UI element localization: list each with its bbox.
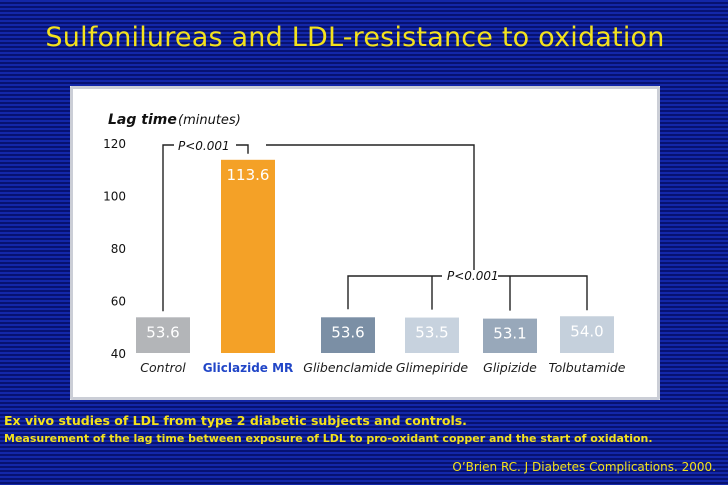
bracket-line bbox=[162, 144, 249, 312]
p-value-annotation: P<0.001 bbox=[178, 139, 230, 153]
y-axis-title: Lag time bbox=[108, 112, 177, 128]
bar-value-label: 53.1 bbox=[493, 325, 526, 343]
bracket-line bbox=[347, 275, 588, 311]
bar bbox=[483, 318, 537, 353]
y-tick-label: 60 bbox=[111, 295, 126, 309]
bar bbox=[221, 159, 275, 353]
y-axis-unit: (minutes) bbox=[178, 113, 241, 128]
bar-value-label: 54.0 bbox=[570, 322, 603, 340]
caption-line-1: Ex vivo studies of LDL from type 2 diabe… bbox=[4, 413, 467, 428]
slide-title: Sulfonilureas and LDL-resistance to oxid… bbox=[45, 22, 665, 53]
y-tick-label: 120 bbox=[103, 137, 126, 151]
p-value-annotation: P<0.001 bbox=[447, 269, 499, 283]
bar bbox=[405, 317, 459, 353]
y-tick-label: 40 bbox=[111, 347, 126, 361]
y-axis-ticks: 40 60 80 100 120 bbox=[103, 137, 126, 361]
category-label: Glimepiride bbox=[396, 360, 468, 375]
category-label: Glipizide bbox=[483, 360, 537, 375]
bar bbox=[136, 317, 190, 353]
bar-value-label: 53.6 bbox=[331, 323, 364, 341]
bracket-line bbox=[431, 276, 511, 311]
bar-chart: Lag time (minutes) 40 60 80 100 120 53.6 113.… bbox=[103, 112, 626, 375]
category-label: Glibenclamide bbox=[303, 360, 393, 375]
bar bbox=[321, 317, 375, 353]
citation: O’Brien RC. J Diabetes Complications. 20… bbox=[452, 460, 716, 474]
y-tick-label: 100 bbox=[103, 190, 126, 204]
category-label: Tolbutamide bbox=[549, 360, 626, 375]
bracket-line bbox=[266, 144, 475, 270]
significance-brackets bbox=[162, 144, 588, 312]
caption-line-2: Measurement of the lag time between expo… bbox=[4, 432, 653, 445]
category-label: Gliclazide MR bbox=[203, 361, 294, 375]
chart-panel: Lag time (minutes) 40 60 80 100 120 53.6 113.… bbox=[70, 86, 660, 400]
bar-value-label: 53.5 bbox=[415, 324, 448, 342]
bar bbox=[560, 316, 614, 353]
y-tick-label: 80 bbox=[111, 242, 126, 256]
bar-value-label: 113.6 bbox=[227, 166, 270, 184]
bars: 53.6 113.6 53.6 53.5 53.1 54.0 bbox=[136, 159, 614, 353]
bar-value-label: 53.6 bbox=[146, 323, 179, 341]
category-label: Control bbox=[140, 360, 186, 375]
category-labels: Control Gliclazide MR Glibenclamide Glimepi… bbox=[140, 360, 625, 375]
